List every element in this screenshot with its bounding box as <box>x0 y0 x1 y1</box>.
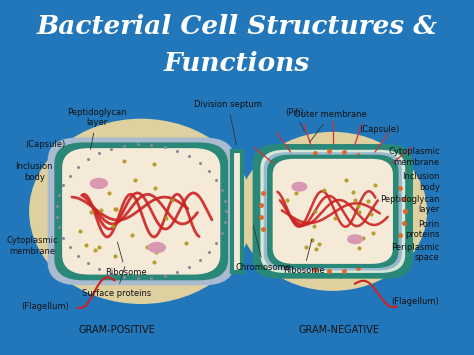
Text: Cytoplasmic
membrane: Cytoplasmic membrane <box>388 147 440 167</box>
Text: (Capsule): (Capsule) <box>359 125 400 134</box>
Text: Inclusion
body: Inclusion body <box>402 172 440 191</box>
Text: Outer membrane: Outer membrane <box>294 110 367 142</box>
Text: Cytoplasmic
membrane: Cytoplasmic membrane <box>6 236 58 256</box>
Ellipse shape <box>91 179 107 189</box>
Text: Inclusion
body: Inclusion body <box>16 162 53 182</box>
FancyBboxPatch shape <box>253 144 413 279</box>
Text: Ribosome: Ribosome <box>105 242 146 277</box>
Text: Division septum: Division septum <box>194 100 262 144</box>
Text: Porin
proteins: Porin proteins <box>405 220 440 239</box>
Ellipse shape <box>292 182 307 191</box>
FancyBboxPatch shape <box>55 142 228 280</box>
Text: Chromosome: Chromosome <box>236 225 292 272</box>
Text: (Flagellum): (Flagellum) <box>21 302 69 311</box>
FancyBboxPatch shape <box>273 159 393 264</box>
Text: (Flagellum): (Flagellum) <box>392 297 439 306</box>
Text: Functions: Functions <box>164 51 310 76</box>
Text: (Pili): (Pili) <box>286 108 305 132</box>
Ellipse shape <box>348 235 363 244</box>
Text: Surface proteins: Surface proteins <box>82 267 151 298</box>
FancyBboxPatch shape <box>267 155 399 268</box>
FancyBboxPatch shape <box>264 152 402 271</box>
Text: Ribosome: Ribosome <box>283 239 325 275</box>
FancyBboxPatch shape <box>62 148 220 274</box>
Text: Periplasmic
space: Periplasmic space <box>392 243 440 262</box>
Text: Peptidoglycan
layer: Peptidoglycan layer <box>67 108 127 149</box>
Ellipse shape <box>148 242 165 252</box>
Text: GRAM-POSITIVE: GRAM-POSITIVE <box>78 324 155 334</box>
Ellipse shape <box>30 119 253 303</box>
Ellipse shape <box>239 132 426 290</box>
Text: (Capsule): (Capsule) <box>25 140 65 148</box>
FancyBboxPatch shape <box>47 137 235 285</box>
Text: Peptidoglycan
layer: Peptidoglycan layer <box>380 195 440 214</box>
Text: Bacterial Cell Structures &: Bacterial Cell Structures & <box>36 13 438 39</box>
Text: GRAM-NEGATIVE: GRAM-NEGATIVE <box>299 324 380 334</box>
FancyBboxPatch shape <box>260 150 405 273</box>
